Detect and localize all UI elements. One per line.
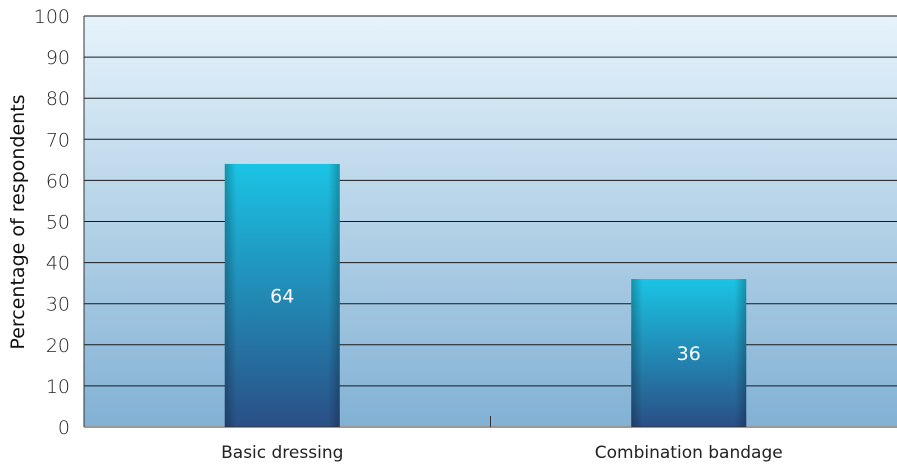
- y-axis-title: Percentage of respondents: [7, 94, 29, 349]
- y-tick-label: 80: [46, 88, 70, 110]
- y-tick-label: 100: [34, 6, 70, 28]
- gridlines: [84, 15, 897, 387]
- bar-data-label: 36: [677, 343, 701, 365]
- x-category-label: Combination bandage: [595, 443, 783, 463]
- bar-shade: [224, 163, 340, 427]
- y-tick-label: 10: [46, 376, 70, 398]
- bar-data-label: 64: [270, 285, 294, 307]
- y-axis-ticks: 0 10 20 30 40 50 60 70 80 90 100: [34, 6, 70, 439]
- bar-shade: [631, 279, 747, 427]
- bars: 64 36: [224, 163, 747, 427]
- y-tick-label: 20: [46, 335, 70, 357]
- x-axis-categories: Basic dressing Combination bandage: [221, 416, 783, 463]
- y-tick-label: 0: [58, 417, 70, 439]
- y-tick-label: 40: [46, 253, 70, 275]
- y-tick-label: 30: [46, 294, 70, 316]
- y-tick-label: 90: [46, 47, 70, 69]
- y-tick-label: 60: [46, 170, 70, 192]
- x-category-label: Basic dressing: [221, 443, 343, 463]
- y-tick-label: 70: [46, 129, 70, 151]
- y-tick-label: 50: [46, 212, 70, 234]
